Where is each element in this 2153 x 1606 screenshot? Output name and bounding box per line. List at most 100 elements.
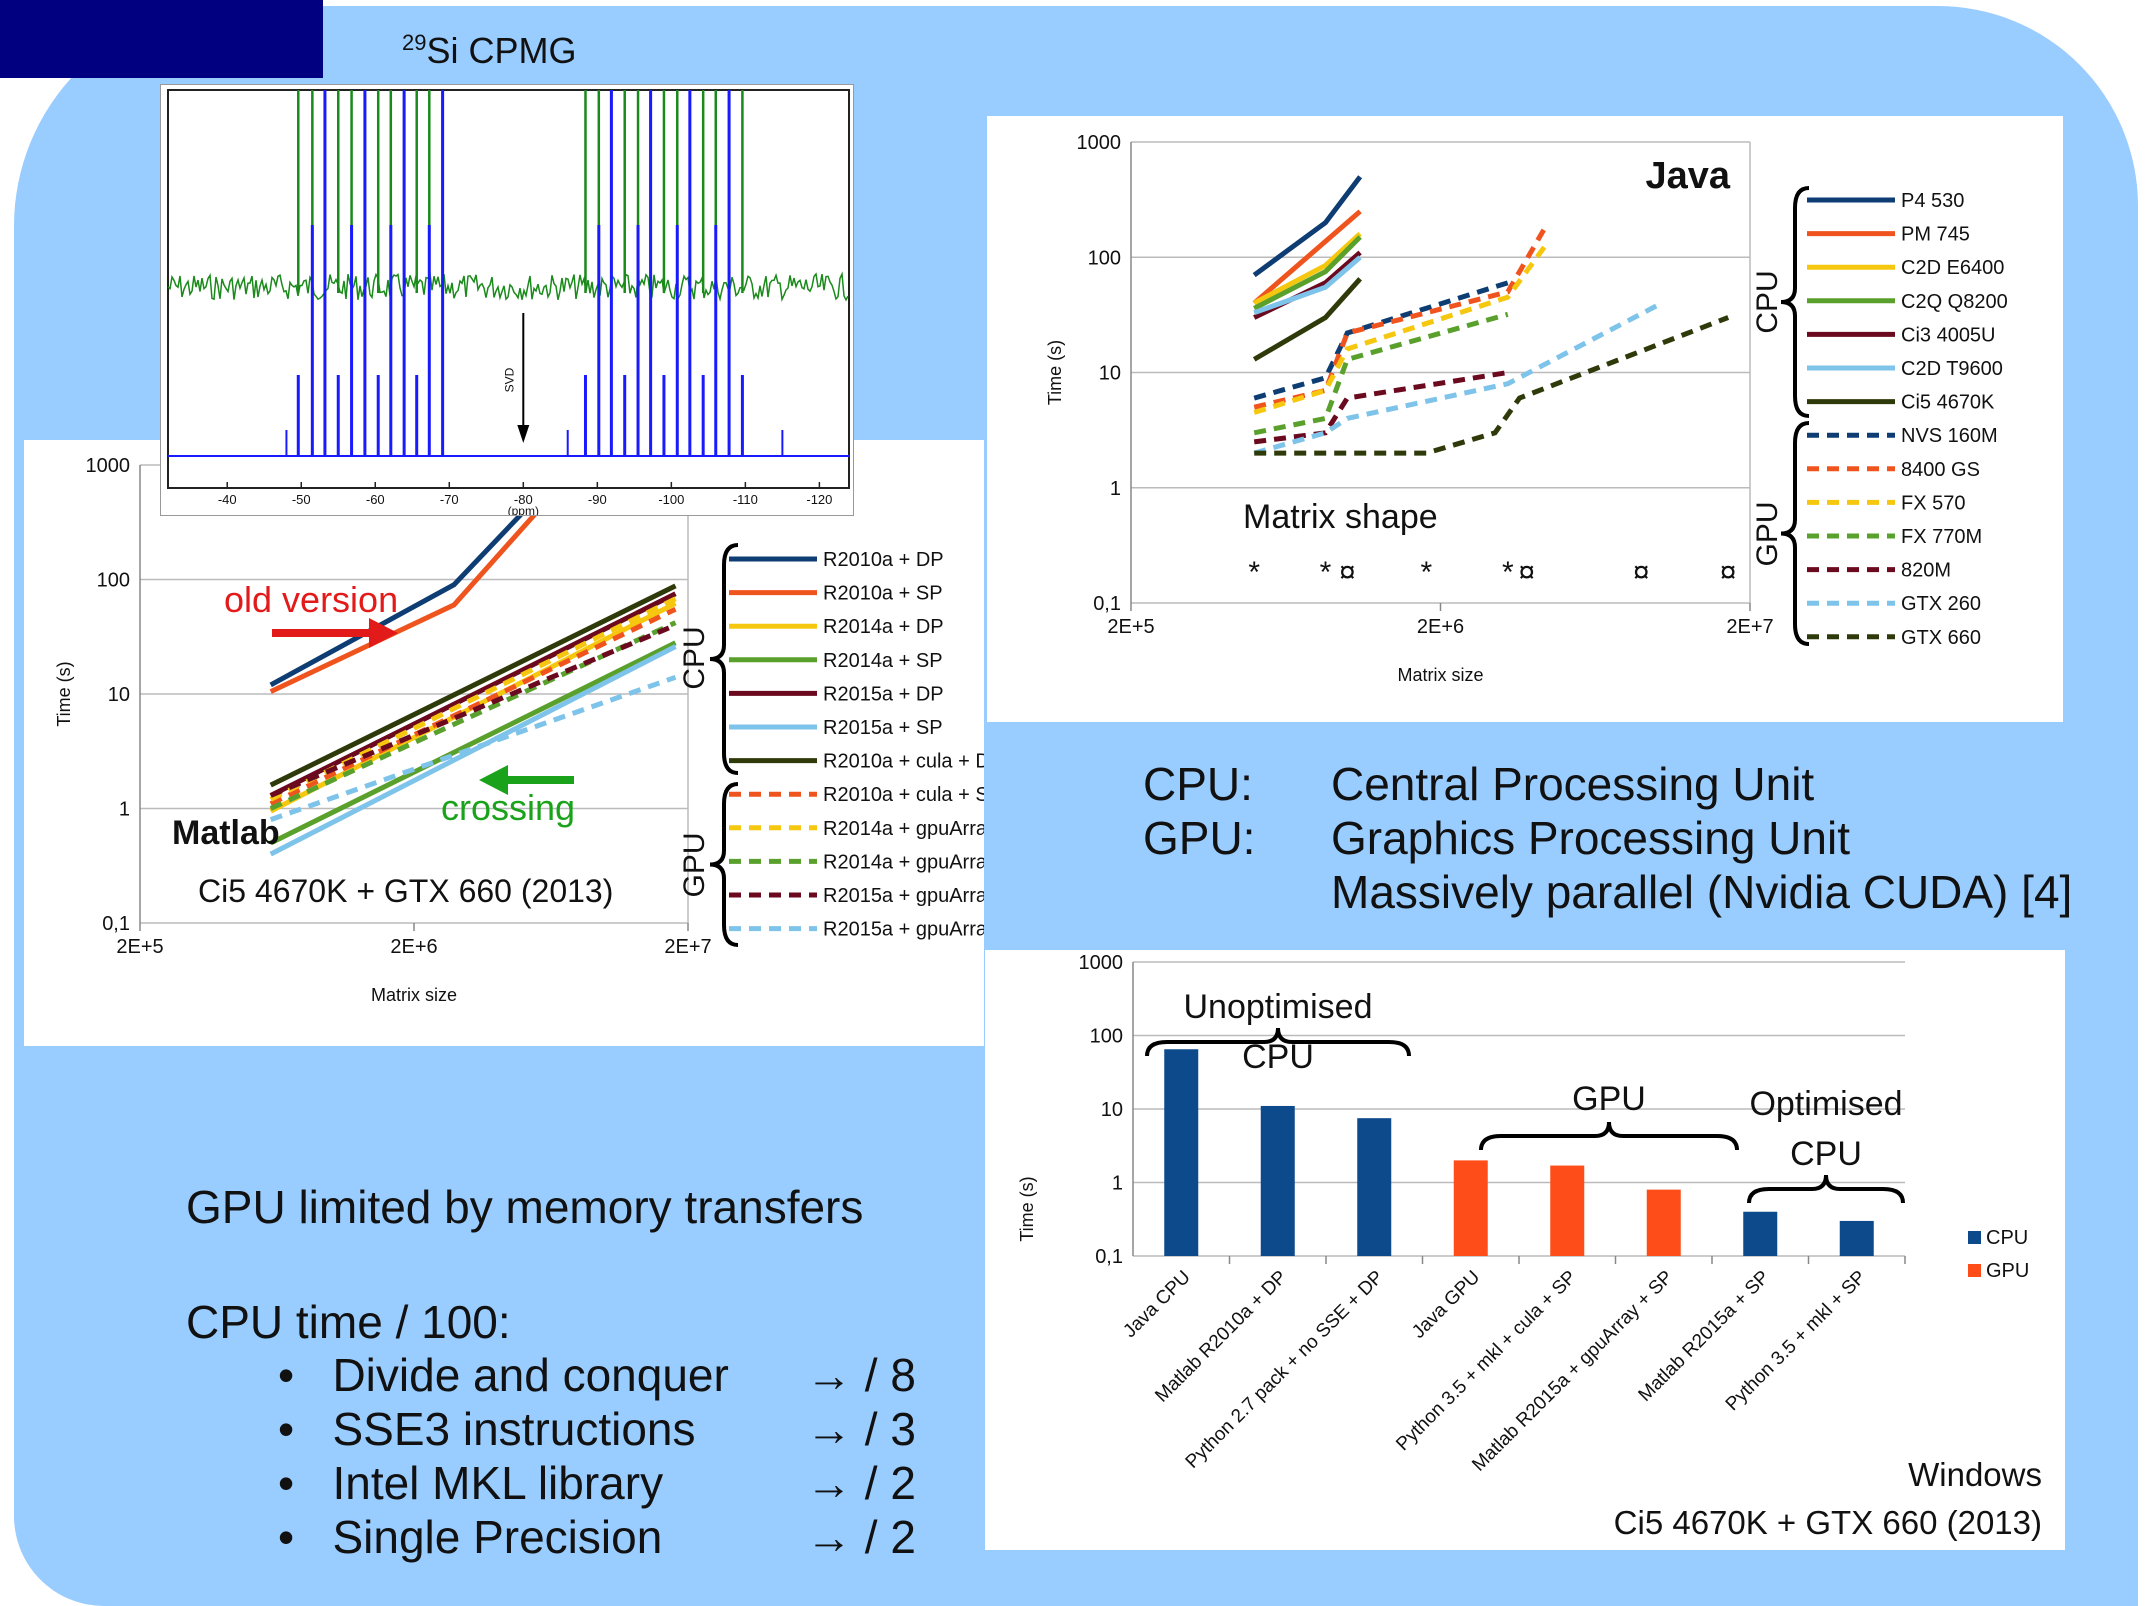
y-axis-label: Time (s) (54, 661, 74, 726)
java-label: Java (1645, 155, 1730, 197)
optimised-brace (1747, 1174, 1905, 1204)
spectrum-title: 29Si CPMG (402, 30, 577, 71)
legend-label: Ci3 4005U (1901, 324, 1996, 346)
y-tick-label: 0,1 (1093, 593, 1121, 615)
unoptimised-label: Unoptimised (1184, 988, 1373, 1026)
hardware-label: Ci5 4670K + GTX 660 (2013) (198, 873, 613, 909)
nmr-spectrum-frame: SVD -40 -50 -60 -70 -80 -90 -100 -110 -120 (ppm) (160, 84, 854, 518)
x-tick-label: -80 (514, 492, 533, 507)
series-line (1253, 303, 1658, 456)
bullet-list-item: • Divide and conquer (278, 1349, 729, 1401)
old-version-label: old version (224, 579, 398, 620)
x-tick-label: -50 (292, 492, 311, 507)
series-line (1252, 209, 1362, 305)
y-tick-label: 1 (119, 799, 130, 821)
bullet-list-item: • Single Precision (278, 1511, 663, 1563)
series-line (269, 583, 677, 788)
windows-chart-frame: 0,1 1 10 100 1000 Time (s) Java CPU Matlab R201… (985, 950, 2065, 1550)
cpu-group-label: CPU (1751, 270, 1784, 333)
bar (1260, 1105, 1295, 1256)
series-line (1253, 223, 1549, 410)
legend-label: R2015a + gpuArray + SP (823, 919, 984, 941)
unoptimised-cpu-label: CPU (1242, 1038, 1314, 1076)
optimised-label: Optimised (1749, 1085, 1902, 1123)
nmr-spectrum: SVD -40 -50 -60 -70 -80 -90 -100 -110 -120 (ppm) (167, 89, 850, 518)
cpu-group-label: CPU (678, 626, 711, 689)
legend-label: R2010a + cula + SP (823, 784, 984, 806)
gpu-brace (1780, 421, 1810, 646)
matrix-shape-marker: ¤ (1518, 556, 1535, 589)
y-tick-label: 100 (97, 570, 130, 592)
raw-spectrum-trace (167, 271, 849, 303)
matlab-chart: 0,1 1 10 100 1000 2E+5 2E+6 2E+7 Matrix size Time… (54, 455, 1048, 1005)
x-tick-label: 2E+6 (390, 936, 437, 958)
legend-label: C2D E6400 (1901, 257, 2004, 279)
bullet-factor: → / 2 (806, 1457, 916, 1509)
series-line (269, 591, 677, 798)
bar (1453, 1160, 1488, 1256)
corner-logo-box (0, 0, 323, 78)
legend-label: 8400 GS (1901, 459, 1980, 481)
bar (1646, 1189, 1681, 1256)
series-line (1253, 255, 1362, 316)
x-tick-label: -110 (733, 492, 758, 507)
legend-label: R2014a + DP (823, 616, 944, 638)
gpu-limit-note: GPU limited by memory transfers (186, 1181, 864, 1233)
abbreviations: CPU: Central Processing Unit GPU: Graphi… (1128, 745, 2118, 945)
x-tick-label: 2E+7 (664, 936, 711, 958)
x-tick-label: 2E+6 (1417, 616, 1464, 638)
legend-swatch (1968, 1264, 1981, 1277)
category-label: Python 3.5 + mkl + cula + SP (1392, 1267, 1580, 1455)
java-chart: 0,1 1 10 100 1000 2E+5 2E+6 2E+7 Matrix size Time… (1045, 132, 2008, 685)
legend-label: R2015a + SP (823, 717, 943, 739)
y-tick-label: 100 (1090, 1026, 1123, 1048)
series-line (1253, 231, 1362, 306)
gpu-abbr-key: GPU: (1143, 812, 1256, 864)
series-line (269, 674, 677, 822)
x-axis-label: Matrix size (1397, 665, 1483, 685)
y-tick-label: 1000 (1077, 132, 1122, 154)
series-line (1252, 277, 1362, 362)
x-tick-label: -40 (218, 492, 237, 507)
x-tick-label: -100 (658, 492, 684, 507)
y-tick-label: 0,1 (102, 913, 130, 935)
cpu-brace (1780, 186, 1810, 418)
legend-label: P4 530 (1901, 190, 1964, 212)
x-tick-label: -60 (366, 492, 385, 507)
series-line (1254, 315, 1730, 456)
x-tick-label: -70 (440, 492, 459, 507)
series-line (1253, 311, 1509, 436)
legend-label: NVS 160M (1901, 425, 1998, 447)
legend-label: C2D T9600 (1901, 358, 2003, 380)
y-tick-label: 0,1 (1095, 1246, 1123, 1268)
matrix-shape-marker: * (1248, 556, 1260, 589)
cpu-brace (709, 543, 739, 775)
series-line (1253, 242, 1549, 415)
legend-label: PM 745 (1901, 224, 1970, 246)
gpu-group-label: GPU (1751, 501, 1784, 566)
legend-label: CPU (1986, 1227, 2028, 1249)
hardware-label: Ci5 4670K + GTX 660 (2013) (1614, 1504, 2042, 1541)
category-label: Java CPU (1119, 1267, 1194, 1342)
bar (1357, 1118, 1392, 1256)
y-tick-label: 1000 (1079, 952, 1124, 974)
os-label: Windows (1908, 1456, 2042, 1493)
legend-label: FX 570 (1901, 492, 1965, 514)
series-line (269, 596, 677, 802)
matrix-shape-marker: ¤ (1720, 556, 1737, 589)
y-tick-label: 10 (1101, 1099, 1123, 1121)
legend-swatch (1968, 1231, 1981, 1244)
legend-label: R2014a + SP (823, 650, 943, 672)
y-tick-label: 10 (1099, 363, 1121, 385)
legend-label: GPU (1986, 1260, 2029, 1282)
matrix-shape-marker: * (1420, 556, 1432, 589)
series-line (1253, 280, 1509, 401)
legend-label: FX 770M (1901, 526, 1982, 548)
x-tick-label: 2E+5 (116, 936, 163, 958)
y-tick-label: 1 (1110, 478, 1121, 500)
legend-label: R2014a + gpuArray + DP (823, 818, 984, 840)
cpu-abbr-key: CPU: (1143, 758, 1253, 810)
bullet-list-item: • Intel MKL library (278, 1457, 664, 1509)
series-line (269, 606, 677, 807)
series-line (1253, 235, 1362, 311)
